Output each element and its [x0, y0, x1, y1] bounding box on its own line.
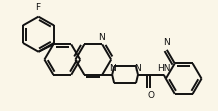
- Text: N: N: [164, 38, 170, 47]
- Text: N: N: [98, 33, 105, 42]
- Text: N: N: [109, 64, 116, 73]
- Text: N: N: [135, 64, 141, 73]
- Text: F: F: [35, 3, 40, 12]
- Text: HN: HN: [157, 64, 170, 73]
- Text: O: O: [147, 91, 154, 100]
